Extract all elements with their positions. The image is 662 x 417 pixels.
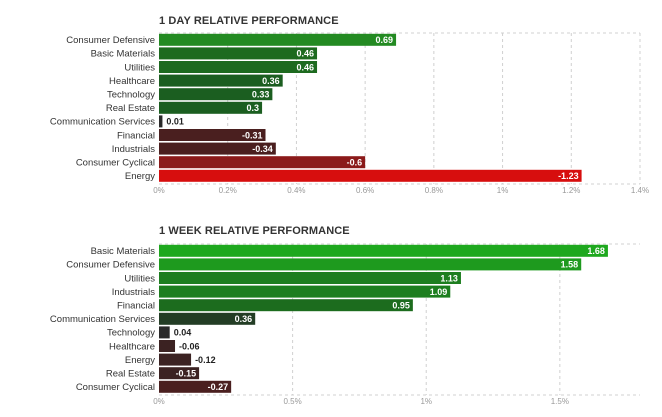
bar bbox=[159, 326, 170, 339]
data-label: -0.27 bbox=[208, 382, 229, 392]
category-label: Real Estate bbox=[106, 103, 155, 114]
x-tick-label: 1% bbox=[497, 186, 509, 195]
category-label: Technology bbox=[107, 328, 155, 339]
data-label: 0.3 bbox=[247, 103, 260, 113]
chart-plot: 0% 0.2% 0.4% 0.6% 0.8% 1% 1.2% 1.4% Consumer Def… bbox=[50, 32, 649, 195]
bar bbox=[159, 142, 276, 155]
x-tick-label: 0.6% bbox=[356, 186, 374, 195]
data-label: 1.68 bbox=[587, 246, 605, 256]
data-label: 0.36 bbox=[235, 314, 253, 324]
category-label: Communication Services bbox=[50, 314, 155, 325]
data-label: 0.95 bbox=[392, 301, 410, 311]
data-label: 0.36 bbox=[262, 76, 280, 86]
category-label: Industrials bbox=[112, 144, 156, 155]
category-label: Energy bbox=[125, 171, 155, 182]
bar bbox=[159, 169, 582, 182]
chart-title: 1 DAY RELATIVE PERFORMANCE bbox=[159, 15, 339, 27]
data-label: -0.06 bbox=[179, 341, 200, 351]
bar bbox=[159, 61, 318, 73]
bar bbox=[159, 33, 397, 46]
x-tick-label: 1% bbox=[420, 397, 432, 406]
category-label: Real Estate bbox=[106, 369, 155, 380]
category-label: Utilities bbox=[124, 273, 155, 284]
data-label: 1.58 bbox=[561, 260, 579, 270]
category-label: Basic Materials bbox=[91, 246, 156, 257]
data-label: 0.04 bbox=[174, 328, 192, 338]
data-label: 0.69 bbox=[376, 35, 394, 45]
x-tick-label: 0.4% bbox=[287, 186, 305, 195]
data-label: -0.34 bbox=[252, 144, 273, 154]
data-label: -1.23 bbox=[558, 171, 579, 181]
category-label: Energy bbox=[125, 355, 155, 366]
bar bbox=[159, 258, 582, 271]
bar bbox=[159, 101, 263, 114]
data-label: -0.31 bbox=[242, 130, 263, 140]
x-tick-label: 0.2% bbox=[219, 186, 237, 195]
category-label: Financial bbox=[117, 301, 155, 312]
x-tick-label: 1.5% bbox=[551, 397, 569, 406]
category-label: Consumer Cyclical bbox=[76, 382, 155, 393]
category-label: Utilities bbox=[124, 62, 155, 73]
category-label: Consumer Defensive bbox=[66, 260, 155, 271]
data-label: -0.15 bbox=[176, 369, 197, 379]
bar bbox=[159, 88, 273, 101]
category-label: Financial bbox=[117, 130, 155, 141]
data-label: 1.13 bbox=[440, 273, 458, 283]
bar bbox=[159, 380, 232, 393]
data-label: -0.6 bbox=[347, 158, 363, 168]
x-tick-label: 0% bbox=[153, 397, 165, 406]
bar bbox=[159, 367, 200, 380]
category-label: Communication Services bbox=[50, 117, 155, 128]
x-tick-label: 1.2% bbox=[562, 186, 580, 195]
category-label: Technology bbox=[107, 90, 155, 101]
data-label: -0.12 bbox=[195, 355, 216, 365]
bar bbox=[159, 272, 461, 284]
data-label: 0.46 bbox=[297, 49, 315, 59]
category-label: Healthcare bbox=[109, 76, 155, 87]
data-label: 0.33 bbox=[252, 90, 270, 100]
chart-1day: 1 DAY RELATIVE PERFORMANCE 0% 0.2% 0.4% 0.6… bbox=[0, 0, 662, 200]
chart-title: 1 WEEK RELATIVE PERFORMANCE bbox=[159, 225, 350, 237]
x-tick-label: 0% bbox=[153, 186, 165, 195]
category-label: Basic Materials bbox=[91, 49, 156, 60]
bar bbox=[159, 285, 451, 298]
x-tick-label: 0.8% bbox=[425, 186, 443, 195]
category-label: Consumer Cyclical bbox=[76, 158, 155, 169]
x-tick-label: 0.5% bbox=[283, 397, 301, 406]
data-label: 1.09 bbox=[430, 287, 448, 297]
bar bbox=[159, 115, 163, 128]
bar bbox=[159, 156, 366, 169]
bar bbox=[159, 312, 256, 325]
category-label: Consumer Defensive bbox=[66, 35, 155, 46]
bar bbox=[159, 74, 283, 87]
bar bbox=[159, 47, 318, 60]
chart-1week: 1 WEEK RELATIVE PERFORMANCE 0% 0.5% 1% 1.5%… bbox=[0, 212, 662, 417]
bar bbox=[159, 299, 413, 312]
data-label: 0.01 bbox=[166, 117, 184, 127]
chart-plot: 0% 0.5% 1% 1.5% Basic Materials 1.68 Consumer … bbox=[50, 243, 640, 406]
bar bbox=[159, 340, 176, 352]
x-tick-label: 1.4% bbox=[631, 186, 649, 195]
bar bbox=[159, 129, 266, 141]
category-label: Healthcare bbox=[109, 341, 155, 352]
bar bbox=[159, 244, 608, 257]
data-label: 0.46 bbox=[297, 62, 315, 72]
bar bbox=[159, 353, 192, 366]
category-label: Industrials bbox=[112, 287, 156, 298]
